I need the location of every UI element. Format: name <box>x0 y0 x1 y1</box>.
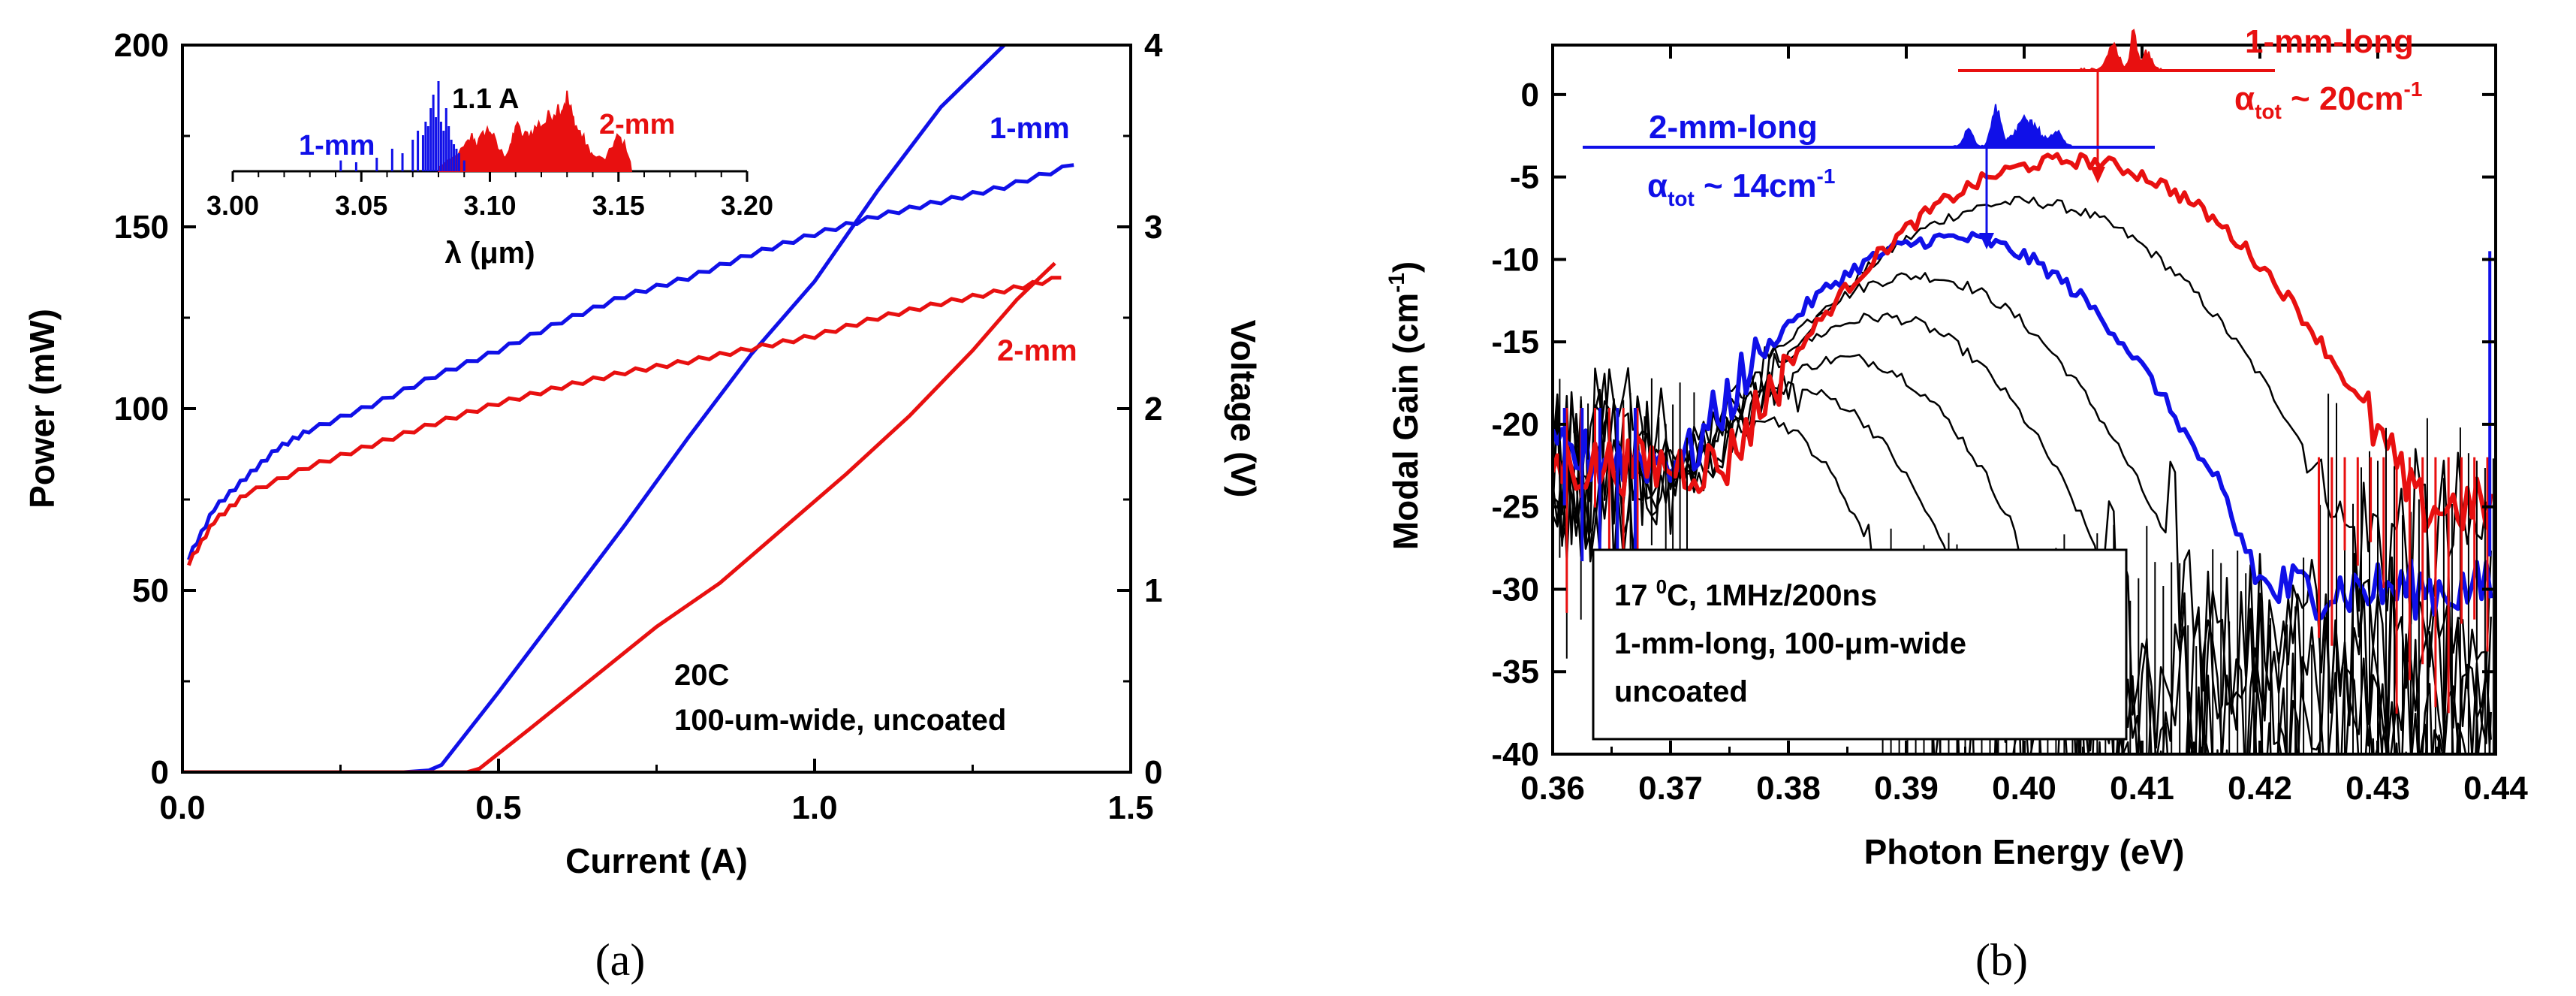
label-device-a: 100-um-wide, uncoated <box>674 704 1006 737</box>
x-tick-label-a: 1.0 <box>791 789 837 826</box>
y-tick-label-b: -5 <box>1510 159 1539 196</box>
blue-noise-spikes <box>1562 251 2492 651</box>
alpha-sup: -1 <box>1817 164 1836 188</box>
label-2mm-long: 2-mm-long <box>1649 109 1818 146</box>
alpha-sub: tot <box>1668 187 1695 210</box>
inset-tick-label: 3.10 <box>463 190 516 221</box>
series-line-1-mm-voltage <box>187 163 1074 561</box>
legend-temp: 17 <box>1614 579 1656 612</box>
y-tick-label-a: 50 <box>132 572 169 609</box>
x-tick-label-a: 0.0 <box>159 789 205 826</box>
y-tick-label-b: -15 <box>1491 324 1539 361</box>
y-label-sup: -1 <box>1384 273 1409 293</box>
legend-box <box>1592 548 2128 741</box>
x-tick-label-b: 0.42 <box>2228 770 2292 807</box>
label-1mm-a: 1-mm <box>990 112 1070 145</box>
y-axis-label-a: Power (mW) <box>23 309 62 509</box>
panel-b: 0.36 0.37 0.38 0.39 0.40 0.41 0.42 0.43 0.44 0 -5 -… <box>1384 23 2528 985</box>
x-tick-label-a: 0.5 <box>475 789 521 826</box>
y2-tick-label-a: 2 <box>1144 391 1162 427</box>
y2-tick-label-a: 0 <box>1144 754 1162 791</box>
x-tick-label-b: 0.36 <box>1520 770 1585 807</box>
y-axis-label-b: Modal Gain (cm-1) <box>1384 261 1425 551</box>
legend-line-3: uncoated <box>1614 675 1748 708</box>
inset-label-1mm: 1-mm <box>299 130 375 161</box>
panel-label-b: (b) <box>1975 935 2028 985</box>
red-spectrum <box>2079 29 2163 72</box>
legend-line-1: 17 0C, 1MHz/200ns <box>1614 575 1877 612</box>
y-tick-label-a: 200 <box>114 27 169 64</box>
inset-tick-label: 3.15 <box>592 190 645 221</box>
y-tick-label-b: -40 <box>1491 736 1539 773</box>
y2-axis-label-a: Voltage (V) <box>1224 320 1263 498</box>
legend-pulse: C, 1MHz/200ns <box>1667 579 1877 612</box>
y-tick-label-b: -35 <box>1491 653 1539 690</box>
gain-curve-1-mm-long <box>1553 152 2493 533</box>
gain-curve-black-6 <box>1553 398 2492 754</box>
panel-label-a: (a) <box>595 935 646 985</box>
alpha-sup: -1 <box>2404 77 2423 101</box>
y2-tick-label-a: 4 <box>1144 27 1163 64</box>
y-tick-label-b: -10 <box>1491 241 1539 278</box>
x-tick-label-b: 0.44 <box>2463 770 2528 807</box>
x-tick-label-b: 0.40 <box>1992 770 2056 807</box>
label-1mm-long: 1-mm-long <box>2245 23 2414 60</box>
alpha-symbol: α <box>1647 168 1668 204</box>
y-label-close: ) <box>1386 261 1425 273</box>
gain-curve-black-1 <box>1553 195 2492 626</box>
alpha-text: ~ 20cm <box>2282 80 2404 117</box>
x-tick-label-b: 0.39 <box>1874 770 1939 807</box>
y-tick-label-b: -30 <box>1491 571 1539 608</box>
label-2mm-a: 2-mm <box>997 334 1077 367</box>
blue-arrow-head <box>1979 233 1994 249</box>
gain-curve-2-mm-long <box>1553 231 2493 621</box>
x-axis-label-a: Current (A) <box>565 841 748 880</box>
alpha-text: ~ 14cm <box>1695 168 1817 204</box>
y-label-main: Modal Gain (cm <box>1386 293 1425 550</box>
legend-line-2: 1-mm-long, 100-μm-wide <box>1614 627 1966 660</box>
inset-tick-label: 3.20 <box>721 190 773 221</box>
alpha-symbol: α <box>2234 80 2255 117</box>
x-tick-label-b: 0.43 <box>2346 770 2410 807</box>
y2-tick-label-a: 3 <box>1144 209 1162 246</box>
blue-spectrum <box>1951 104 2073 148</box>
inset-label-2mm: 2-mm <box>599 109 675 140</box>
y-tick-label-b: -25 <box>1491 489 1539 526</box>
y-tick-label-a: 0 <box>151 754 169 791</box>
inset-spectrum-2mm <box>438 90 633 172</box>
x-tick-label-b: 0.38 <box>1756 770 1821 807</box>
y-tick-label-a: 100 <box>114 391 169 427</box>
inset-xlabel: λ (μm) <box>444 237 535 270</box>
y-tick-label-a: 150 <box>114 209 169 246</box>
y-tick-label-b: -20 <box>1491 406 1539 443</box>
x-axis-label-b: Photon Energy (eV) <box>1864 832 2185 871</box>
label-alpha-red: αtot ~ 20cm-1 <box>2234 77 2422 123</box>
x-tick-label-b: 0.37 <box>1638 770 1703 807</box>
inset-tick-label: 3.00 <box>206 190 259 221</box>
label-alpha-blue: αtot ~ 14cm-1 <box>1647 164 1835 210</box>
legend-degree: 0 <box>1656 575 1667 598</box>
red-arrow-head <box>2090 167 2105 183</box>
x-tick-label-a: 1.5 <box>1107 789 1153 826</box>
x-tick-label-b: 0.41 <box>2110 770 2174 807</box>
y-tick-label-b: 0 <box>1521 77 1539 113</box>
y2-tick-label-a: 1 <box>1144 572 1162 609</box>
alpha-sub: tot <box>2255 100 2282 123</box>
series-line-2-mm-power <box>182 261 1056 772</box>
inset-title: 1.1 A <box>452 83 519 115</box>
label-temp-a: 20C <box>674 659 729 692</box>
series-line-2-mm-voltage <box>187 276 1062 566</box>
inset-tick-label: 3.05 <box>335 190 387 221</box>
